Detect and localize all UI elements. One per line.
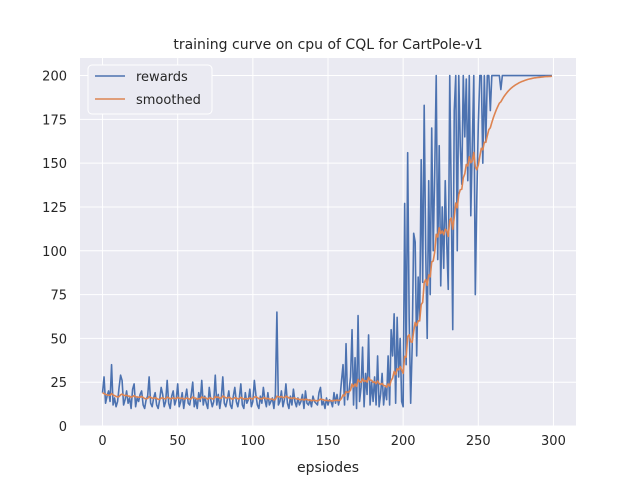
grid — [80, 58, 576, 427]
legend-label-smoothed: smoothed — [136, 93, 201, 108]
chart-title: training curve on cpu of CQL for CartPol… — [173, 37, 482, 53]
series-line-rewards — [101, 74, 552, 410]
x-axis-label: epsiodes — [297, 460, 359, 476]
legend: rewards smoothed — [87, 64, 213, 115]
y-tick-label: 150 — [42, 157, 67, 172]
y-tick-label: 125 — [42, 201, 67, 216]
y-tick-label: 25 — [50, 376, 67, 391]
series-line-smoothed — [102, 75, 553, 402]
x-tick-label: 0 — [98, 434, 106, 449]
y-tick-label: 0 — [59, 420, 67, 435]
x-tick-label: 50 — [169, 434, 186, 449]
y-tick-label: 50 — [50, 332, 67, 347]
tick-labels: 0 50 100 150 200 250 300 0 25 50 75 100 125 150 175 200 — [42, 70, 566, 449]
y-tick-label: 100 — [42, 245, 67, 260]
x-tick-label: 150 — [316, 434, 341, 449]
series-layer — [101, 74, 553, 410]
x-tick-label: 100 — [240, 434, 265, 449]
legend-label-rewards: rewards — [136, 70, 188, 85]
x-tick-label: 200 — [391, 434, 416, 449]
x-tick-label: 250 — [466, 434, 491, 449]
y-tick-label: 200 — [42, 70, 67, 85]
y-tick-label: 75 — [50, 289, 67, 304]
legend-box — [87, 64, 213, 115]
y-tick-label: 175 — [42, 113, 67, 128]
x-tick-label: 300 — [541, 434, 566, 449]
